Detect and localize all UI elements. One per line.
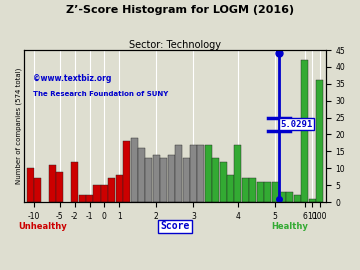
Bar <box>116 175 123 202</box>
Bar <box>49 165 56 202</box>
Text: Unhealthy: Unhealthy <box>18 222 67 231</box>
Bar <box>183 158 190 202</box>
Bar <box>71 161 78 202</box>
Bar <box>86 195 93 202</box>
Bar <box>175 145 182 202</box>
Bar <box>242 178 249 202</box>
Bar <box>279 192 286 202</box>
Bar <box>264 182 271 202</box>
Bar <box>249 178 256 202</box>
Bar <box>123 141 130 202</box>
Bar <box>78 195 86 202</box>
Text: Healthy: Healthy <box>271 222 308 231</box>
Bar <box>94 185 100 202</box>
Bar <box>257 182 264 202</box>
Bar <box>301 60 308 202</box>
Bar <box>34 178 41 202</box>
Bar <box>316 80 323 202</box>
Bar <box>309 199 316 202</box>
Bar <box>205 145 212 202</box>
Title: Sector: Technology: Sector: Technology <box>129 40 221 50</box>
Bar <box>294 195 301 202</box>
Y-axis label: Number of companies (574 total): Number of companies (574 total) <box>15 68 22 184</box>
Bar <box>153 155 160 202</box>
Bar <box>271 182 279 202</box>
Bar <box>138 148 145 202</box>
Bar <box>160 158 167 202</box>
Text: 5.0291: 5.0291 <box>280 120 312 129</box>
Bar <box>220 161 227 202</box>
Bar <box>108 178 115 202</box>
Text: Score: Score <box>160 221 190 231</box>
Bar <box>131 138 138 202</box>
Bar <box>57 172 63 202</box>
Bar <box>190 145 197 202</box>
Bar <box>101 185 108 202</box>
Bar <box>197 145 204 202</box>
Text: ©www.textbiz.org: ©www.textbiz.org <box>33 74 112 83</box>
Bar <box>227 175 234 202</box>
Bar <box>212 158 219 202</box>
Text: The Research Foundation of SUNY: The Research Foundation of SUNY <box>33 91 168 97</box>
Text: Z’-Score Histogram for LOGM (2016): Z’-Score Histogram for LOGM (2016) <box>66 5 294 15</box>
Bar <box>168 155 175 202</box>
Bar <box>287 192 293 202</box>
Bar <box>27 168 34 202</box>
Bar <box>145 158 152 202</box>
Bar <box>234 145 242 202</box>
